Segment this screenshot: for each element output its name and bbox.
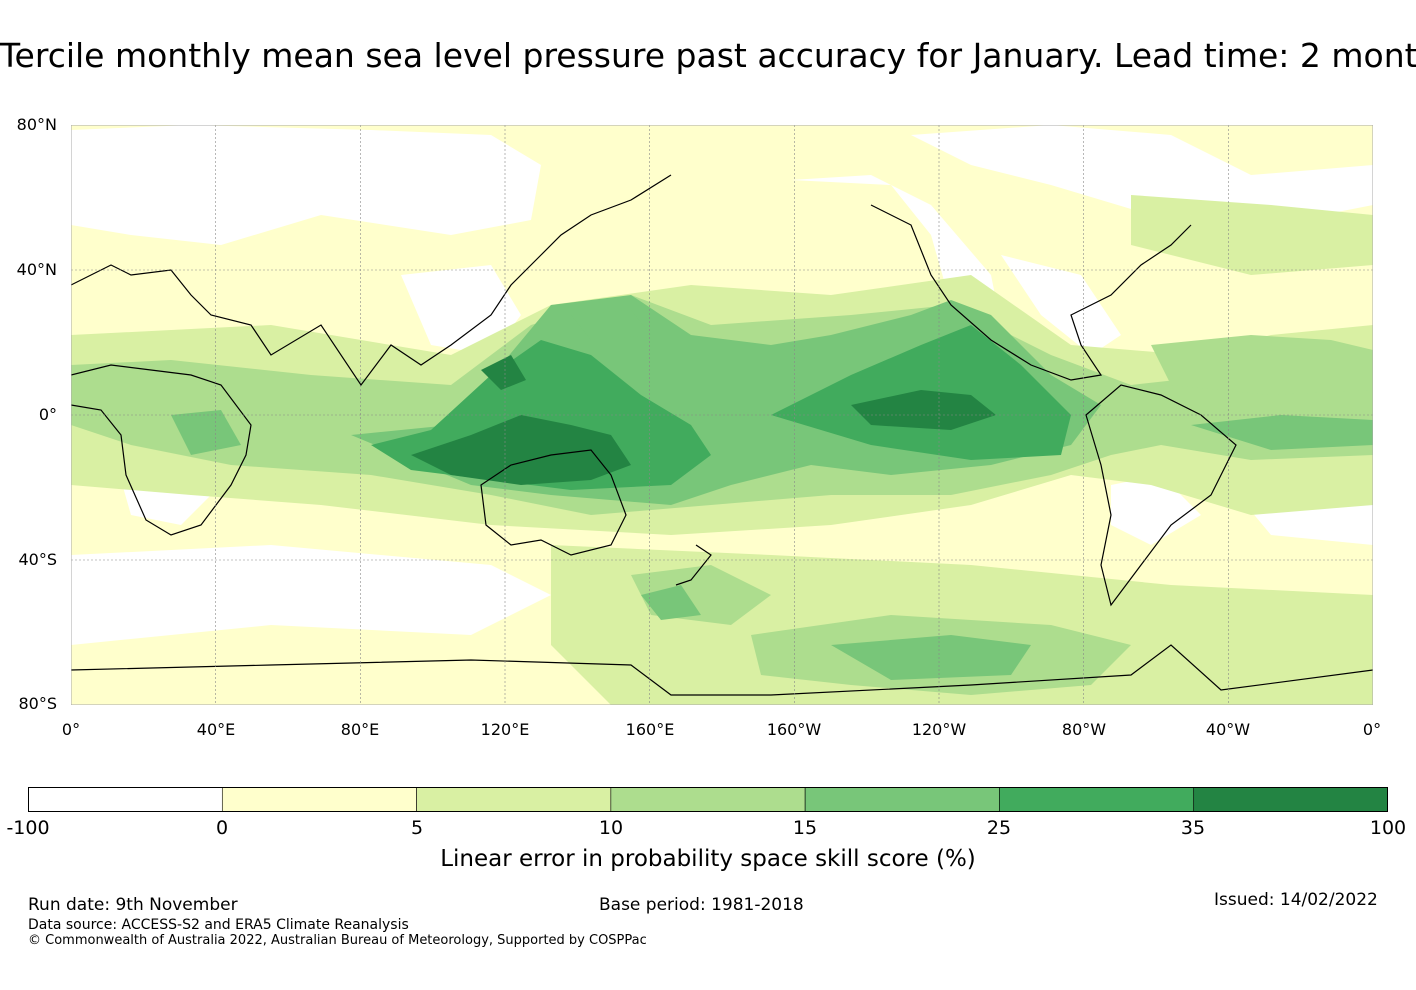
colorbar-bin (221, 787, 417, 812)
skill-score-map (71, 125, 1373, 705)
africa-coastline (71, 364, 252, 536)
colorbar-tick: 0 (215, 817, 229, 839)
skill-35-100-regions (411, 355, 996, 485)
lat-label-80n: 80°N (16, 115, 57, 134)
colorbar-tick: -100 (6, 817, 50, 839)
gridlines (71, 125, 1373, 705)
lat-label-80s: 80°S (18, 694, 57, 713)
colorbar-tick: 15 (792, 817, 818, 839)
colorbar-tick: 10 (598, 817, 624, 839)
colorbar-tick: 100 (1369, 817, 1407, 839)
lon-label-120w: 120°W (911, 720, 967, 739)
colorbar (28, 787, 1388, 812)
antarctica-coastline (71, 644, 1373, 696)
colorbar-label: Linear error in probability space skill … (440, 846, 976, 872)
issued-date: Issued: 14/02/2022 (1214, 890, 1378, 910)
data-source: Data source: ACCESS-S2 and ERA5 Climate … (28, 917, 409, 933)
lon-label-80e: 80°E (340, 720, 380, 739)
colorbar-tick: 35 (1180, 817, 1206, 839)
lon-label-0-east: 0° (1362, 720, 1382, 739)
colorbar-bin (28, 787, 223, 812)
south-america-coastline (1085, 384, 1237, 607)
lat-label-40n: 40°N (16, 260, 57, 279)
lon-label-120e: 120°E (480, 720, 530, 739)
lon-label-40w: 40°W (1205, 720, 1251, 739)
colorbar-bin (999, 787, 1195, 812)
lon-label-0: 0° (61, 720, 81, 739)
lat-label-40s: 40°S (18, 550, 57, 569)
colorbar-tick: 5 (410, 817, 424, 839)
colorbar-bin (416, 787, 612, 812)
lon-label-40e: 40°E (196, 720, 236, 739)
australia-coastline (480, 449, 627, 556)
chart-title: Tercile monthly mean sea level pressure … (0, 36, 1416, 75)
colorbar-bin (804, 787, 1000, 812)
lat-label-equator: 0° (38, 405, 57, 424)
colorbar-bin (1193, 787, 1388, 812)
lon-label-160e: 160°E (625, 720, 675, 739)
colorbar-bin (610, 787, 806, 812)
europe-asia-coastline (71, 174, 672, 387)
copyright: © Commonwealth of Australia 2022, Austra… (28, 933, 647, 948)
base-period: Base period: 1981-2018 (599, 895, 804, 915)
colorbar-tick: 25 (986, 817, 1012, 839)
run-date: Run date: 9th November (28, 895, 238, 915)
lon-label-160w: 160°W (766, 720, 822, 739)
lon-label-80w: 80°W (1061, 720, 1107, 739)
new-zealand-coastline (675, 544, 712, 586)
